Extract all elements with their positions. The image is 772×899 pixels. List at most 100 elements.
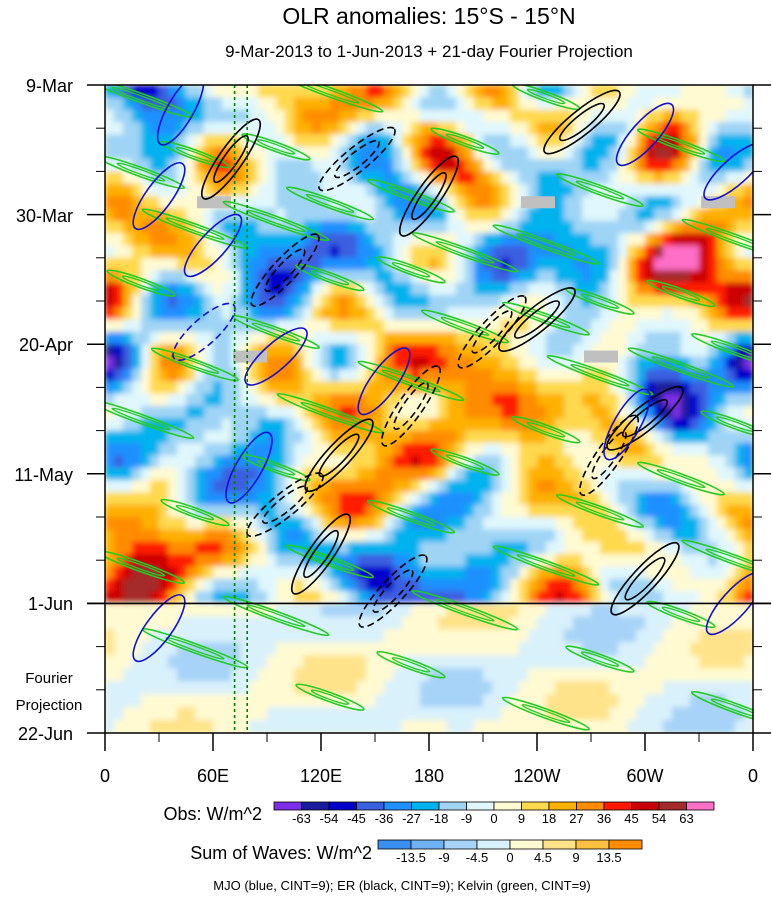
obs-cell [609,578,619,592]
projection-cell [249,616,259,630]
obs-cell [150,566,160,580]
obs-cell [492,344,502,358]
obs-cell [474,517,484,530]
projection-cell [744,603,753,617]
projection-cell [573,616,583,630]
projection-cell [186,707,196,721]
obs-cell [213,270,223,284]
obs-cell [726,566,736,580]
projection-cell [258,694,268,708]
projection-cell [132,603,142,617]
obs-cell [168,578,178,592]
obs-cell [744,442,753,456]
obs-cell [231,566,241,580]
obs-cell [420,319,430,333]
obs-cell [546,294,556,308]
obs-cell [564,331,574,345]
obs-cell [321,319,331,333]
projection-cell [411,707,421,721]
obs-cell [348,381,358,395]
obs-cell [384,344,394,358]
projection-cell [411,642,421,656]
obs-cell [627,122,637,135]
obs-cell [438,430,448,444]
projection-cell [456,655,466,669]
obs-cell [375,233,385,247]
obs-cell [546,554,556,567]
obs-cell [429,208,439,222]
obs-cell [105,220,115,234]
obs-cell [618,356,628,370]
obs-cell [618,294,628,308]
obs-cell [627,270,637,284]
obs-cell [222,109,232,123]
obs-cell [564,517,574,530]
obs-cell [708,418,718,432]
obs-cell [141,368,151,382]
obs-cell [690,554,700,567]
obs-cell [240,122,250,135]
obs-cell [267,109,277,123]
obs-cell [285,97,295,111]
obs-cell [411,134,421,148]
projection-cell [168,616,178,630]
obs-cell [672,455,682,469]
obs-cell [204,233,214,247]
colorbar-tick-label: 0 [490,811,497,826]
obs-cell [357,504,367,518]
obs-cell [321,442,331,456]
projection-cell [267,707,277,721]
kelvin-contour [411,231,519,273]
projection-cell [123,642,133,656]
obs-cell [393,541,403,555]
obs-cell [429,233,439,247]
obs-cell [609,233,619,247]
obs-cell [708,134,718,148]
obs-cell [366,220,376,234]
obs-cell [735,307,745,321]
obs-cell [456,344,466,358]
obs-cell [150,418,160,432]
obs-cell [672,504,682,518]
obs-cell [726,529,736,543]
obs-cell [204,455,214,469]
obs-cell [492,492,502,506]
obs-cell [168,245,178,259]
obs-cell [114,356,124,370]
obs-cell [663,294,673,308]
obs-cell [699,492,709,506]
projection-cell [429,707,439,721]
obs-cell [681,294,691,308]
obs-cell [186,307,196,321]
obs-cell [636,368,646,382]
obs-cell [204,418,214,432]
obs-cell [474,578,484,592]
obs-cell [672,319,682,333]
obs-cell [465,492,475,506]
obs-cell [375,591,385,604]
obs-cell [258,442,268,456]
obs-cell [744,171,753,185]
obs-cell [150,282,160,296]
obs-cell [591,208,601,222]
obs-cell [312,122,322,135]
obs-cell [348,467,358,481]
obs-cell [384,159,394,172]
obs-cell [636,233,646,247]
projection-cell [285,642,295,656]
obs-cell [726,578,736,592]
obs-cell [114,122,124,135]
obs-cell [366,541,376,555]
obs-cell [186,183,196,197]
kelvin-contour [160,498,230,527]
obs-cell [492,257,502,271]
obs-cell [141,504,151,518]
obs-cell [636,294,646,308]
projection-cell [186,655,196,669]
obs-cell [501,442,511,456]
obs-cell [186,344,196,358]
obs-cell [663,455,673,469]
mjo-contour [132,594,186,663]
obs-cell [123,307,133,321]
projection-cell [312,616,322,630]
